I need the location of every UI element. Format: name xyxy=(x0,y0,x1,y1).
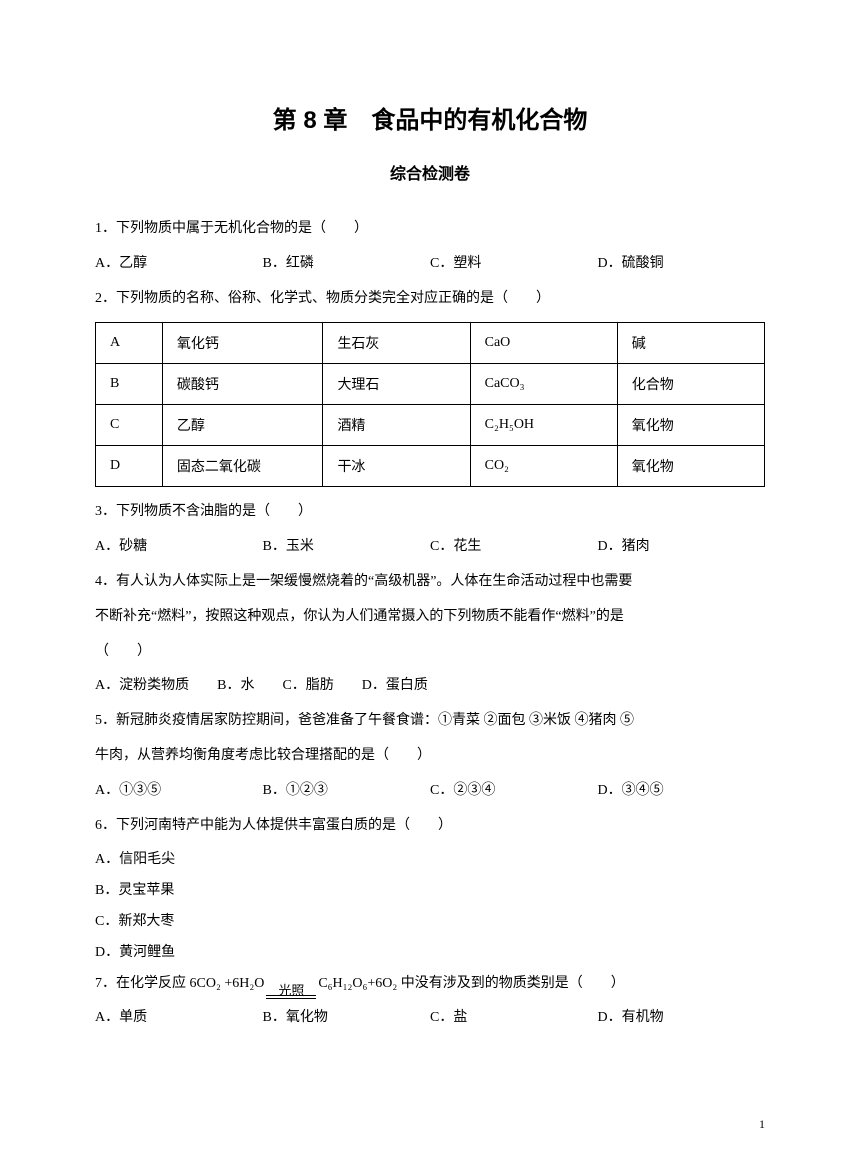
q5-opt-c: C．②③④ xyxy=(430,776,598,807)
q3-opt-d: D．猪肉 xyxy=(598,532,766,563)
q7-opt-b: B．氧化物 xyxy=(263,1003,431,1034)
cell: D xyxy=(96,446,163,487)
cell: CaO xyxy=(470,323,617,364)
q7-prefix: 7．在化学反应 6CO₂ +6H₂O xyxy=(95,969,264,1000)
cell: C xyxy=(96,405,163,446)
arrow-line-icon xyxy=(266,995,316,999)
table-row: D 固态二氧化碳 干冰 CO₂ 氧化物 xyxy=(96,446,765,487)
q3-opt-a: A．砂糖 xyxy=(95,532,263,563)
q5-opt-a: A．①③⑤ xyxy=(95,776,263,807)
q7-opt-d: D．有机物 xyxy=(598,1003,766,1034)
cell: CO₂ xyxy=(470,446,617,487)
q3-opt-b: B．玉米 xyxy=(263,532,431,563)
page-number: 1 xyxy=(759,1117,765,1132)
q3-options: A．砂糖 B．玉米 C．花生 D．猪肉 xyxy=(95,532,765,563)
q1-opt-d: D．硫酸铜 xyxy=(598,249,766,280)
q7-text: 7．在化学反应 6CO₂ +6H₂O 光照 C₆H₁₂O₆+6O₂ 中没有涉及到… xyxy=(95,969,765,1000)
cell: 氧化物 xyxy=(617,405,764,446)
reaction-arrow: 光照 xyxy=(266,984,316,999)
q4-text3: （ ） xyxy=(95,637,765,668)
cell: C₂H₅OH xyxy=(470,405,617,446)
q6-text: 6．下列河南特产中能为人体提供丰富蛋白质的是（ ） xyxy=(95,811,765,842)
q6-opt-b: B．灵宝苹果 xyxy=(95,876,765,907)
table-row: B 碳酸钙 大理石 CaCO₃ 化合物 xyxy=(96,364,765,405)
subtitle: 综合检测卷 xyxy=(95,160,765,184)
cell: 碱 xyxy=(617,323,764,364)
cell: 干冰 xyxy=(323,446,470,487)
q6-opt-d: D．黄河鲤鱼 xyxy=(95,938,765,969)
cell: 酒精 xyxy=(323,405,470,446)
q5-text1: 5．新冠肺炎疫情居家防控期间，爸爸准备了午餐食谱：①青菜 ②面包 ③米饭 ④猪肉… xyxy=(95,706,765,737)
cell: 生石灰 xyxy=(323,323,470,364)
q3-opt-c: C．花生 xyxy=(430,532,598,563)
q6-opt-a: A．信阳毛尖 xyxy=(95,845,765,876)
q3-text: 3．下列物质不含油脂的是（ ） xyxy=(95,497,765,528)
cell: 氧化钙 xyxy=(162,323,323,364)
q7-suffix: C₆H₁₂O₆+6O₂ 中没有涉及到的物质类别是（ ） xyxy=(318,969,624,1000)
q1-options: A．乙醇 B．红磷 C．塑料 D．硫酸铜 xyxy=(95,249,765,280)
q5-text2: 牛肉，从营养均衡角度考虑比较合理搭配的是（ ） xyxy=(95,741,765,772)
q4-options: A．淀粉类物质 B．水 C．脂肪 D．蛋白质 xyxy=(95,671,765,702)
q7-options: A．单质 B．氧化物 C．盐 D．有机物 xyxy=(95,1003,765,1034)
q7-opt-a: A．单质 xyxy=(95,1003,263,1034)
q1-opt-b: B．红磷 xyxy=(263,249,431,280)
q5-options: A．①③⑤ B．①②③ C．②③④ D．③④⑤ xyxy=(95,776,765,807)
cell: 氧化物 xyxy=(617,446,764,487)
cell: B xyxy=(96,364,163,405)
q4-text1: 4．有人认为人体实际上是一架缓慢燃烧着的“高级机器”。人体在生命活动过程中也需要 xyxy=(95,567,765,598)
q1-opt-c: C．塑料 xyxy=(430,249,598,280)
q7-opt-c: C．盐 xyxy=(430,1003,598,1034)
q6-opt-c: C．新郑大枣 xyxy=(95,907,765,938)
q1-opt-a: A．乙醇 xyxy=(95,249,263,280)
cell: 固态二氧化碳 xyxy=(162,446,323,487)
q5-opt-b: B．①②③ xyxy=(263,776,431,807)
cell: 化合物 xyxy=(617,364,764,405)
cell: 碳酸钙 xyxy=(162,364,323,405)
table-row: A 氧化钙 生石灰 CaO 碱 xyxy=(96,323,765,364)
q2-text: 2．下列物质的名称、俗称、化学式、物质分类完全对应正确的是（ ） xyxy=(95,284,765,315)
q5-opt-d: D．③④⑤ xyxy=(598,776,766,807)
cell: 乙醇 xyxy=(162,405,323,446)
q2-table: A 氧化钙 生石灰 CaO 碱 B 碳酸钙 大理石 CaCO₃ 化合物 C 乙醇… xyxy=(95,322,765,487)
cell: CaCO₃ xyxy=(470,364,617,405)
table-row: C 乙醇 酒精 C₂H₅OH 氧化物 xyxy=(96,405,765,446)
q1-text: 1．下列物质中属于无机化合物的是（ ） xyxy=(95,214,765,245)
cell: 大理石 xyxy=(323,364,470,405)
q4-text2: 不断补充“燃料”，按照这种观点，你认为人们通常摄入的下列物质不能看作“燃料”的是 xyxy=(95,602,765,633)
chapter-title: 第 8 章 食品中的有机化合物 xyxy=(95,100,765,135)
cell: A xyxy=(96,323,163,364)
